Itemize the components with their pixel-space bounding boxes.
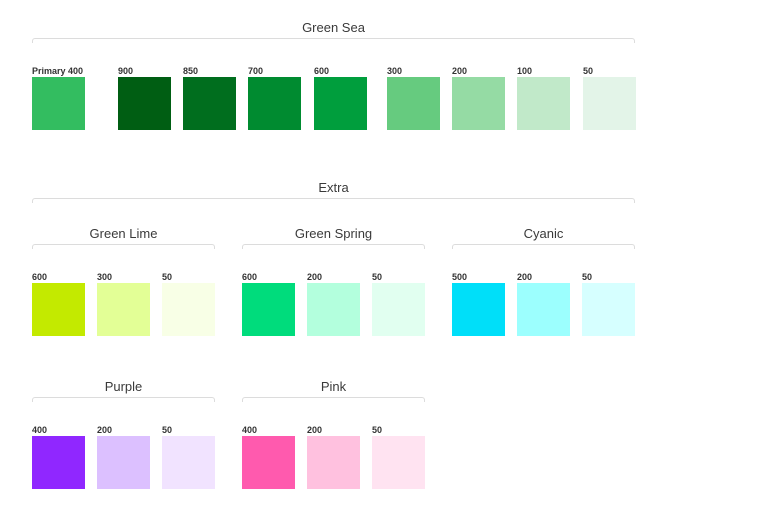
green-sea-swatch (248, 77, 301, 130)
green-spring-swatch-label: 50 (372, 272, 383, 282)
green-sea-swatch-label: 300 (387, 66, 403, 76)
pink-swatch-label: 50 (372, 425, 383, 435)
green-spring-swatch (307, 283, 360, 336)
cyanic-bracket (452, 244, 635, 249)
green-sea-swatch (452, 77, 505, 130)
cyanic-swatch-label: 500 (452, 272, 468, 282)
green-spring-swatch-label: 600 (242, 272, 258, 282)
pink-bracket (242, 397, 425, 402)
pink-swatch (307, 436, 360, 489)
green-sea-swatch (314, 77, 367, 130)
green-sea-title: Green Sea (302, 20, 365, 35)
green-sea-swatch (517, 77, 570, 130)
green-lime-title: Green Lime (89, 226, 158, 241)
purple-bracket (32, 397, 215, 402)
green-lime-swatch-label: 600 (32, 272, 48, 282)
purple-swatch (162, 436, 215, 489)
cyanic-swatch (517, 283, 570, 336)
pink-title: Pink (320, 379, 347, 394)
cyanic-swatch (582, 283, 635, 336)
extra-bracket (32, 198, 635, 203)
green-sea-swatch (32, 77, 85, 130)
cyanic-swatch-label: 50 (582, 272, 593, 282)
green-lime-swatch (32, 283, 85, 336)
cyanic-swatch-label: 200 (517, 272, 533, 282)
purple-swatch-label: 200 (97, 425, 113, 435)
green-sea-swatch (583, 77, 636, 130)
green-spring-swatch (242, 283, 295, 336)
green-sea-swatch-label: Primary 400 (32, 66, 84, 76)
green-lime-swatch (162, 283, 215, 336)
green-sea-swatch (387, 77, 440, 130)
green-spring-swatch (372, 283, 425, 336)
green-sea-swatch-label: 600 (314, 66, 330, 76)
purple-title: Purple (104, 379, 143, 394)
green-spring-bracket (242, 244, 425, 249)
green-sea-swatch (118, 77, 171, 130)
pink-swatch (372, 436, 425, 489)
purple-swatch-label: 50 (162, 425, 173, 435)
cyanic-swatch (452, 283, 505, 336)
green-lime-swatch-label: 50 (162, 272, 173, 282)
green-sea-bracket (32, 38, 635, 43)
green-sea-swatch-label: 100 (517, 66, 533, 76)
green-sea-swatch-label: 900 (118, 66, 134, 76)
green-sea-swatch (183, 77, 236, 130)
green-lime-bracket (32, 244, 215, 249)
purple-swatch-label: 400 (32, 425, 48, 435)
green-spring-swatch-label: 200 (307, 272, 323, 282)
purple-swatch (97, 436, 150, 489)
green-spring-title: Green Spring (294, 226, 373, 241)
pink-swatch-label: 400 (242, 425, 258, 435)
cyanic-title: Cyanic (523, 226, 564, 241)
green-lime-swatch (97, 283, 150, 336)
purple-swatch (32, 436, 85, 489)
green-lime-swatch-label: 300 (97, 272, 113, 282)
pink-swatch (242, 436, 295, 489)
green-sea-swatch-label: 50 (583, 66, 594, 76)
pink-swatch-label: 200 (307, 425, 323, 435)
green-sea-swatch-label: 700 (248, 66, 264, 76)
extra-title: Extra (318, 180, 349, 195)
green-sea-swatch-label: 200 (452, 66, 468, 76)
green-sea-swatch-label: 850 (183, 66, 199, 76)
